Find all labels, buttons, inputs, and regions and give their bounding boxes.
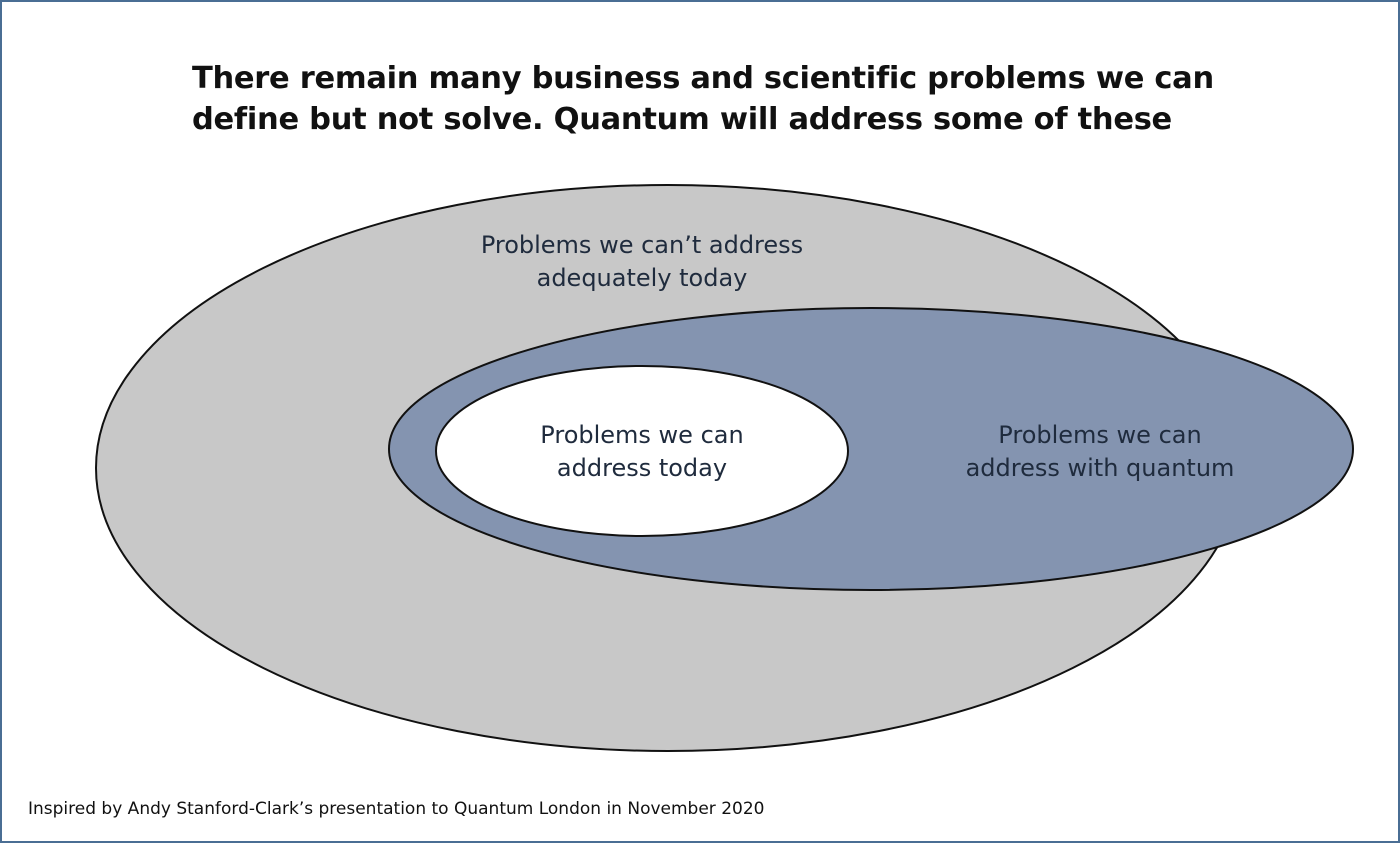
today-label-line-2: address today: [556, 454, 728, 482]
slide-title: There remain many business and scientifi…: [192, 58, 1292, 140]
today-label: Problems we can address today: [442, 419, 842, 485]
cant-address-label-line-2: adequately today: [536, 264, 748, 292]
today-region-ellipse: [435, 365, 849, 537]
quantum-label: Problems we can address with quantum: [900, 419, 1300, 485]
attribution-footer: Inspired by Andy Stanford-Clark’s presen…: [28, 799, 765, 819]
cant-address-label-line-1: Problems we can’t address: [480, 231, 804, 259]
slide-title-line-2: define but not solve. Quantum will addre…: [192, 102, 1172, 137]
quantum-label-line-2: address with quantum: [965, 454, 1235, 482]
cant-address-label: Problems we can’t address adequately tod…: [392, 229, 892, 295]
today-label-line-1: Problems we can: [540, 421, 744, 449]
quantum-label-line-1: Problems we can: [998, 421, 1202, 449]
slide-title-line-1: There remain many business and scientifi…: [192, 61, 1214, 96]
